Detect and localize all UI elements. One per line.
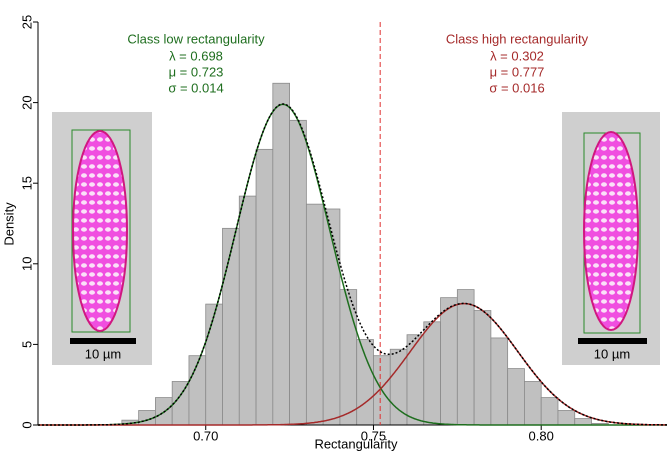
- x-tick-label: 0.80: [529, 428, 554, 443]
- bar: [473, 310, 492, 426]
- bar: [188, 355, 207, 426]
- diatom: [583, 131, 639, 331]
- x-axis-label: Rectangularity: [314, 436, 398, 451]
- bar: [255, 148, 274, 426]
- bar: [205, 303, 223, 426]
- x-tick-label: 0.75: [361, 428, 386, 443]
- bar: [356, 339, 374, 426]
- component-param: σ = 0.016: [489, 80, 544, 95]
- y-tick-label: 5: [19, 341, 34, 348]
- bar: [322, 208, 341, 426]
- bar: [456, 289, 475, 426]
- mixture-curve: [38, 103, 667, 426]
- y-tick-label: 0: [19, 421, 34, 428]
- y-tick-label: 20: [19, 95, 34, 109]
- y-axis-label: Density: [1, 202, 16, 246]
- y-tick-label: 15: [19, 176, 34, 190]
- bar: [540, 397, 559, 426]
- x-tick-label: 0.70: [193, 428, 218, 443]
- bar: [524, 381, 542, 426]
- bar: [406, 334, 425, 426]
- component-param: μ = 0.723: [169, 64, 224, 79]
- bar: [423, 321, 441, 426]
- scale-bar: [70, 338, 136, 344]
- component-name: Class low rectangularity: [127, 31, 265, 46]
- component-param: μ = 0.777: [490, 64, 545, 79]
- bar: [272, 82, 290, 426]
- bar: [507, 368, 525, 426]
- component-param: λ = 0.302: [490, 48, 544, 63]
- bar: [440, 297, 458, 426]
- bar: [339, 289, 358, 426]
- scale-bar: [578, 338, 647, 344]
- component-param: σ = 0.014: [168, 80, 223, 95]
- bar: [289, 119, 307, 426]
- y-tick-label: 25: [19, 15, 34, 29]
- bar: [305, 203, 324, 426]
- scale-label: 10 µm: [85, 346, 121, 361]
- bar: [490, 337, 509, 426]
- component-param: λ = 0.698: [169, 48, 223, 63]
- component-name: Class high rectangularity: [446, 31, 589, 46]
- insets: 10 µm 10 µm: [52, 112, 660, 365]
- scale-label: 10 µm: [594, 346, 630, 361]
- y-tick-label: 10: [19, 257, 34, 271]
- bar: [574, 418, 592, 426]
- bar: [222, 227, 240, 426]
- bar: [238, 195, 257, 426]
- diatom: [72, 130, 128, 332]
- bar: [557, 410, 576, 426]
